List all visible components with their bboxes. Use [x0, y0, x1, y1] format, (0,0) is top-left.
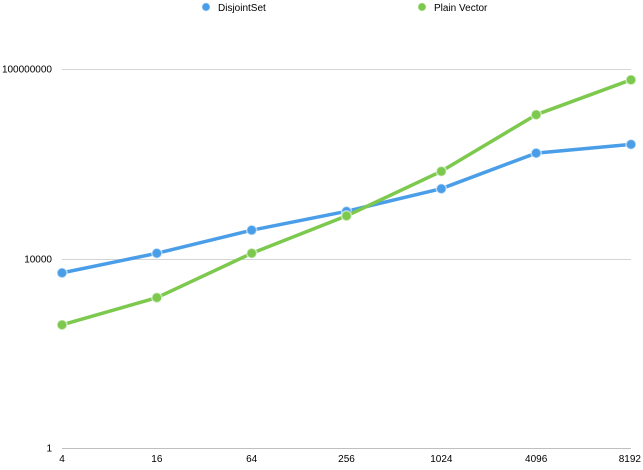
- legend-label: DisjointSet: [218, 3, 266, 14]
- legend: DisjointSet Plain Vector: [201, 2, 488, 14]
- x-tick-label: 4: [59, 454, 65, 465]
- x-tick-label: 64: [246, 454, 258, 465]
- legend-marker: [417, 2, 427, 12]
- data-point: [625, 138, 637, 151]
- data-point: [625, 74, 637, 86]
- y-tick-label: 10000: [24, 255, 52, 266]
- legend-label: Plain Vector: [434, 3, 488, 14]
- legend-marker: [201, 2, 211, 12]
- series-group: [56, 74, 637, 331]
- data-point: [245, 247, 258, 260]
- grid-lines: [62, 69, 631, 260]
- data-point: [435, 165, 448, 178]
- data-point: [56, 319, 68, 331]
- y-tick-label: 1: [46, 444, 52, 455]
- data-point: [340, 210, 353, 222]
- data-point: [56, 267, 68, 279]
- x-tick-label: 256: [338, 454, 355, 465]
- data-point: [151, 247, 163, 260]
- axes: 1 10000 100000000 4 16 64 256 1024 4096 8192: [2, 65, 641, 466]
- x-tick-label: 8192: [619, 454, 642, 465]
- series-line-1: [60, 78, 633, 327]
- x-tick-label: 4096: [525, 454, 548, 465]
- data-point: [245, 224, 258, 236]
- data-point: [530, 147, 542, 159]
- x-tick-label: 1024: [430, 454, 453, 465]
- x-tick-label: 16: [151, 454, 163, 465]
- data-point: [435, 182, 448, 195]
- data-point: [151, 291, 163, 304]
- data-point: [530, 108, 542, 121]
- y-tick-label: 100000000: [2, 65, 52, 76]
